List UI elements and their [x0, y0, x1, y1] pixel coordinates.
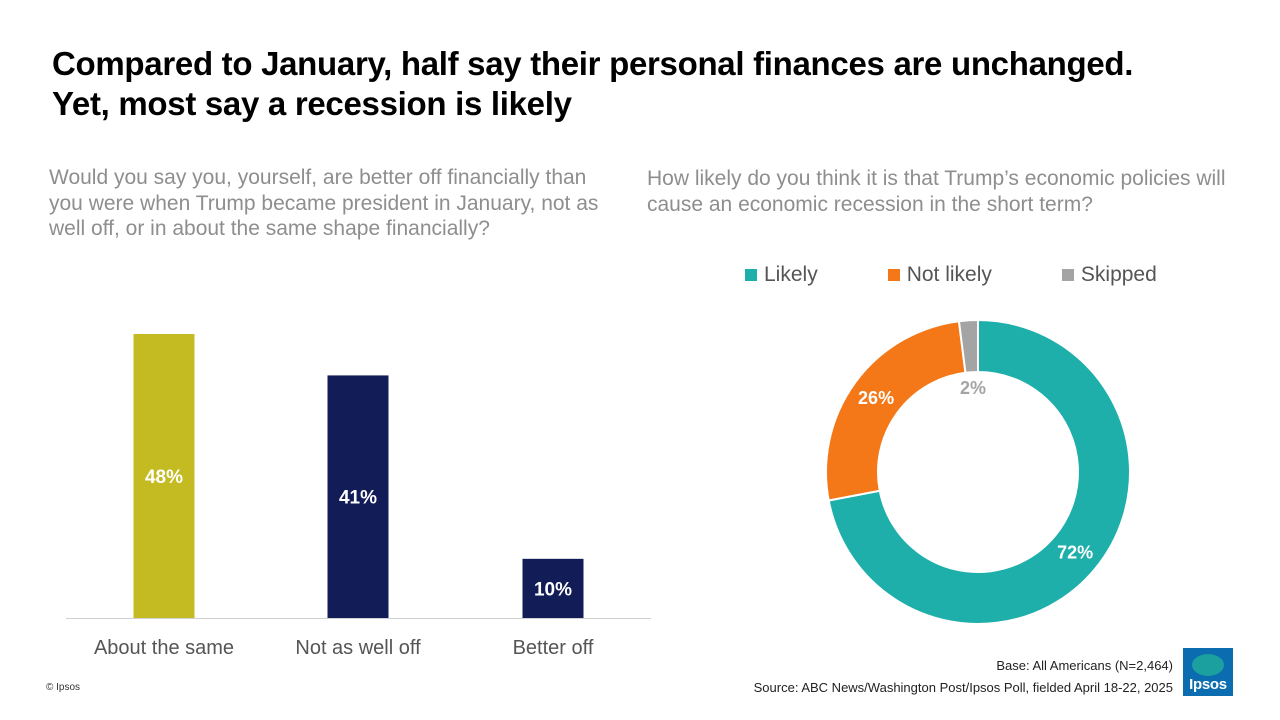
donut-slice-not-likely: [825, 320, 967, 502]
donut-slice-skipped: [957, 318, 979, 374]
logo-mark-icon: [1192, 654, 1224, 676]
legend-label-not-likely: Not likely: [906, 263, 992, 286]
bar-category-label-better-off: Better off: [513, 637, 594, 659]
legend-swatch-not-likely: [887, 269, 900, 281]
bar-category-label-not-as-well-off: Not as well off: [295, 637, 421, 659]
bar-about-the-same: [133, 334, 195, 618]
donut-slice-likely: [827, 318, 1131, 625]
legend-label-likely: Likely: [764, 263, 818, 286]
legend-item-not-likely: Not likely: [887, 263, 992, 287]
chart-title-line-1: Compared to January, half say their pers…: [52, 45, 1134, 82]
chart-title-line-2: Yet, most say a recession is likely: [52, 85, 572, 122]
bar-not-as-well-off: [327, 375, 389, 618]
source-note: Source: ABC News/Washington Post/Ipsos P…: [753, 680, 1173, 695]
donut-value-label-not-likely: 26%: [858, 388, 894, 408]
bar-value-label-about-the-same: 48%: [145, 467, 183, 488]
bar-value-label-better-off: 10%: [534, 579, 572, 600]
base-note: Base: All Americans (N=2,464): [996, 658, 1173, 673]
donut-value-label-likely: 72%: [1057, 542, 1093, 562]
bar-category-label-about-the-same: About the same: [94, 637, 234, 659]
donut-value-label-skipped: 2%: [960, 378, 986, 398]
legend-swatch-likely: [745, 269, 757, 281]
donut-chart-question: How likely do you think it is that Trump…: [647, 167, 1226, 216]
bar-chart-question: Would you say you, yourself, are better …: [49, 166, 599, 240]
logo-text: Ipsos: [1189, 676, 1227, 693]
legend-label-skipped: Skipped: [1080, 263, 1157, 286]
bar-value-label-not-as-well-off: 41%: [339, 488, 377, 509]
ipsos-logo: Ipsos: [1183, 648, 1233, 696]
copyright-note: © Ipsos: [46, 682, 81, 693]
bar-better-off: [522, 558, 584, 618]
donut-legend: Likely Not likely Skipped: [745, 262, 1157, 288]
chart-title: Compared to January, half say their pers…: [52, 44, 1252, 124]
legend-item-skipped: Skipped: [1061, 263, 1157, 287]
legend-item-likely: Likely: [745, 263, 818, 287]
legend-swatch-skipped: [1061, 269, 1074, 281]
